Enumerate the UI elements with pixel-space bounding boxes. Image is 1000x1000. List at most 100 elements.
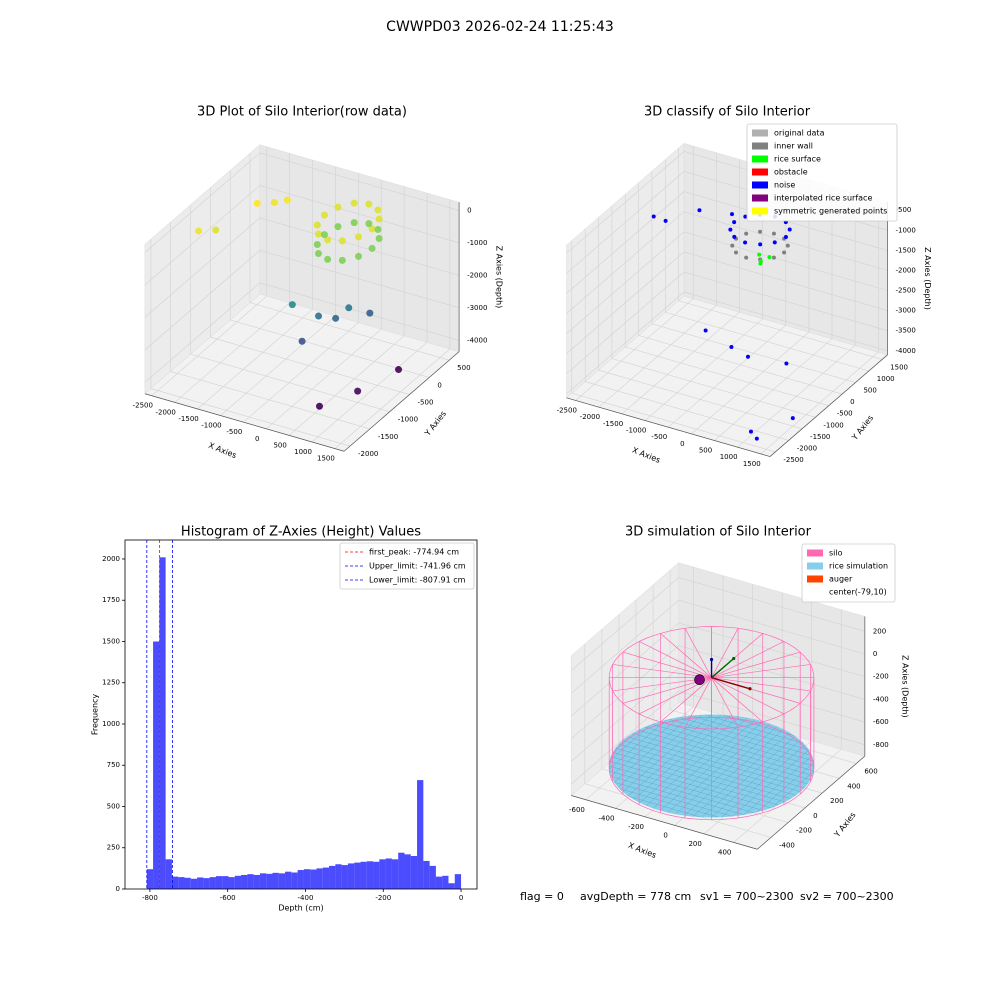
histogram-bar: [329, 865, 336, 889]
histogram-bar: [335, 864, 342, 889]
z-axis-label: Z Axies (Depth): [923, 247, 932, 310]
legend-swatch: [752, 181, 768, 189]
x-axis-label: X Axies: [207, 441, 238, 460]
x-tick-label: 1000: [294, 448, 312, 456]
x-tick-label: 500: [273, 441, 286, 449]
z-tick-label: -3500: [896, 327, 916, 335]
chart-title: 3D simulation of Silo Interior: [625, 525, 812, 540]
x-tick-label: -400: [599, 814, 615, 822]
grid-line: [144, 282, 460, 383]
point: [374, 225, 382, 233]
grid-line: [566, 211, 888, 314]
point: [332, 314, 340, 322]
rice-mesh: [705, 714, 804, 744]
rice-mesh: [627, 736, 805, 788]
histogram-bar: [354, 862, 361, 889]
y-tick-label: 2000: [102, 555, 120, 563]
y-tick-label: -1500: [810, 433, 830, 441]
grid-line: [151, 146, 268, 396]
x-tick-label: 1000: [720, 453, 738, 461]
point: [355, 252, 363, 260]
point: [315, 312, 323, 320]
point: [787, 227, 792, 232]
legend-label: inner wall: [774, 142, 813, 151]
point: [703, 328, 708, 333]
y-tick-label: 1500: [102, 637, 120, 645]
histogram-bar: [385, 858, 392, 889]
z-axis-label: Z Axies (Depth): [900, 655, 909, 718]
silo-wire: [684, 677, 712, 728]
histogram-bar: [310, 869, 317, 889]
point: [334, 203, 342, 211]
point: [368, 225, 376, 233]
histogram-bar: [442, 875, 449, 889]
y-axis-label: Y Axies: [423, 409, 449, 438]
y-tick-label: -400: [779, 841, 795, 849]
point: [697, 208, 702, 213]
x-tick-label: -1000: [201, 422, 221, 430]
x-axis-line: [566, 397, 771, 457]
rice-mesh: [684, 729, 784, 816]
x-tick-label: -800: [142, 894, 158, 902]
point: [732, 234, 737, 239]
rice-mesh: [632, 733, 808, 785]
y-tick-label: -2500: [783, 456, 803, 464]
legend-box: [339, 542, 475, 590]
grid-line: [243, 173, 359, 423]
grid-line: [571, 690, 865, 785]
point: [784, 361, 789, 366]
y-axis-label: Y Axies: [832, 811, 858, 840]
x-tick-label: -200: [375, 894, 391, 902]
x-tick-label: 400: [718, 848, 731, 856]
auger-arrow-head: [709, 657, 714, 662]
legend-label: rice surface: [774, 155, 821, 164]
point: [651, 214, 656, 219]
z-tick-label: -1000: [896, 226, 916, 234]
grid-line: [760, 199, 879, 455]
x-axis-line: [571, 795, 758, 850]
y-tick-label: 250: [107, 844, 120, 852]
grid-line: [566, 251, 888, 354]
histogram-bar: [197, 877, 204, 889]
silo-wire: [711, 664, 811, 679]
grid-line: [664, 159, 869, 372]
point: [365, 200, 373, 208]
y-tick-label: -1500: [378, 433, 398, 441]
plot-frame: [124, 539, 478, 890]
silo-wire: [711, 677, 763, 723]
z-tick-label: 0: [873, 650, 877, 658]
point: [782, 250, 787, 255]
x-axis-line: [144, 393, 345, 452]
footer-text: sv1 = 700~2300: [700, 890, 794, 903]
x-axis-label: Depth (cm): [278, 904, 323, 913]
auger-arrow: [711, 677, 751, 690]
histogram-bar: [341, 865, 348, 889]
histogram-bar: [429, 865, 436, 889]
rice-mesh: [692, 732, 790, 817]
z-tick-label: -2000: [467, 271, 487, 279]
legend-swatch: [807, 562, 823, 570]
point: [772, 240, 777, 245]
x-tick-label: 500: [699, 447, 712, 455]
silo-wire: [711, 677, 811, 692]
grid-line: [566, 271, 888, 374]
grid-line: [566, 191, 888, 294]
y-tick-label: -1000: [398, 416, 418, 424]
y-axis-label: Frequency: [91, 694, 100, 736]
z-tick-label: 0: [467, 206, 471, 214]
point: [270, 198, 278, 206]
footer-text: flag = 0: [520, 890, 564, 903]
point: [730, 212, 735, 217]
grid-line: [210, 187, 410, 395]
y-tick-label: 500: [863, 387, 876, 395]
point: [283, 196, 291, 204]
histogram-bar: [178, 877, 185, 889]
rice-mesh: [757, 762, 814, 812]
grid-line: [598, 152, 717, 408]
silo-wire: [711, 651, 801, 679]
point: [757, 252, 762, 257]
rice-mesh: [679, 717, 812, 756]
legend-label: Upper_limit: -741.96 cm: [369, 562, 466, 571]
legend-label: obstacle: [774, 168, 808, 177]
silo-wire: [711, 641, 785, 679]
